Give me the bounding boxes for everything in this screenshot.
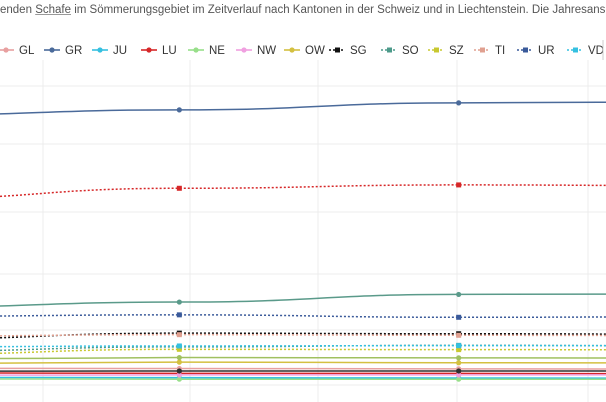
series-line [0, 376, 606, 379]
legend-item-NE[interactable]: NE [188, 45, 225, 57]
legend-label: VD [588, 45, 604, 57]
data-point[interactable] [456, 291, 462, 298]
data-point[interactable] [176, 107, 182, 113]
legend-marker [146, 47, 152, 53]
series-line [0, 356, 606, 360]
data-point[interactable] [456, 376, 462, 382]
legend-item-LU[interactable]: LU [141, 45, 177, 57]
series-SG [0, 330, 606, 339]
data-point[interactable] [456, 372, 462, 378]
legend-marker [335, 47, 340, 53]
legend-label: NW [257, 45, 276, 57]
legend-item-GL[interactable]: GL [0, 45, 35, 57]
series-SO [0, 342, 606, 352]
legend-item-NW[interactable]: NW [236, 45, 276, 57]
legend-item-SO[interactable]: SO [381, 45, 419, 57]
legend-marker [49, 47, 55, 53]
legend-item-GR[interactable]: GR [44, 45, 82, 57]
chart-legend: GL GR JU LU NE NW OW SG SO SZ TI UR VD [0, 40, 604, 60]
series-line [0, 184, 606, 198]
data-point[interactable] [456, 368, 462, 374]
data-point[interactable] [176, 312, 182, 318]
series-SZ [0, 346, 606, 354]
subtitle-pre: enden [0, 4, 36, 16]
legend-item-SZ[interactable]: SZ [428, 45, 464, 57]
legend-marker [480, 47, 485, 53]
series-line [0, 101, 606, 115]
data-point[interactable] [176, 332, 182, 338]
data-point[interactable] [456, 100, 462, 106]
data-point[interactable] [176, 372, 182, 378]
series-VD [0, 343, 606, 349]
legend-label: LU [162, 45, 177, 57]
data-point[interactable] [456, 347, 462, 353]
series-NW [0, 372, 606, 378]
data-point[interactable] [176, 299, 182, 305]
data-point[interactable] [176, 346, 182, 352]
data-point[interactable] [456, 355, 462, 361]
series-line [0, 293, 606, 307]
series-NE [0, 376, 606, 382]
legend-item-VD[interactable]: VD [567, 45, 604, 57]
legend-label: SG [350, 45, 367, 57]
legend-marker [241, 47, 247, 53]
series-TI [0, 332, 606, 338]
legend-marker [97, 47, 103, 53]
series-GR [0, 100, 606, 115]
series-line [0, 314, 606, 319]
legend-marker [573, 47, 578, 53]
series-line [0, 333, 606, 337]
data-point[interactable] [176, 368, 182, 374]
series-extra-14 [0, 291, 606, 307]
series-line [0, 367, 606, 370]
data-point[interactable] [456, 332, 462, 338]
legend-item-UR[interactable]: UR [517, 45, 555, 57]
legend-item-JU[interactable]: JU [92, 45, 127, 57]
chart-subtitle: enden Schafe im Sömmerungsgebiet im Zeit… [0, 4, 606, 16]
legend-marker [523, 47, 528, 53]
data-point[interactable] [176, 376, 182, 382]
series-line [0, 348, 606, 354]
legend-marker [193, 47, 199, 53]
series-line [0, 344, 606, 352]
legend-item-OW[interactable]: OW [284, 45, 325, 57]
subtitle-post: im Sömmerungsgebiet im Zeitverlauf nach … [71, 4, 606, 16]
legend-label: SZ [449, 45, 464, 57]
series-OW [0, 359, 606, 366]
series-line [0, 372, 606, 375]
data-point[interactable] [456, 360, 462, 366]
legend-marker [434, 47, 439, 53]
data-point[interactable] [176, 354, 182, 361]
legend-marker [387, 47, 392, 53]
grid [0, 60, 606, 402]
data-point[interactable] [176, 359, 182, 365]
data-point[interactable] [456, 182, 462, 188]
legend-label: JU [113, 45, 127, 57]
data-point[interactable] [176, 343, 182, 349]
series-line [0, 361, 606, 365]
legend-marker [289, 47, 295, 53]
legend-label: TI [495, 45, 505, 57]
data-point[interactable] [456, 314, 462, 320]
series-UR [0, 312, 606, 320]
series-line [0, 332, 606, 339]
series-extra-16 [0, 368, 606, 374]
series-extra-15 [0, 354, 606, 361]
legend-item-TI[interactable]: TI [474, 45, 505, 57]
data-point[interactable] [456, 343, 462, 349]
legend-label: SO [402, 45, 419, 57]
legend-label: GR [65, 45, 82, 57]
series-line [0, 344, 606, 348]
legend-label: GL [19, 45, 35, 57]
legend-item-SG[interactable]: SG [329, 45, 367, 57]
series-extra-13 [0, 182, 606, 198]
legend-label: UR [538, 45, 555, 57]
subtitle-link[interactable]: Schafe [35, 4, 71, 16]
legend-label: OW [305, 45, 325, 57]
data-point[interactable] [176, 185, 182, 191]
legend-label: NE [209, 45, 225, 57]
legend-marker [3, 47, 9, 53]
